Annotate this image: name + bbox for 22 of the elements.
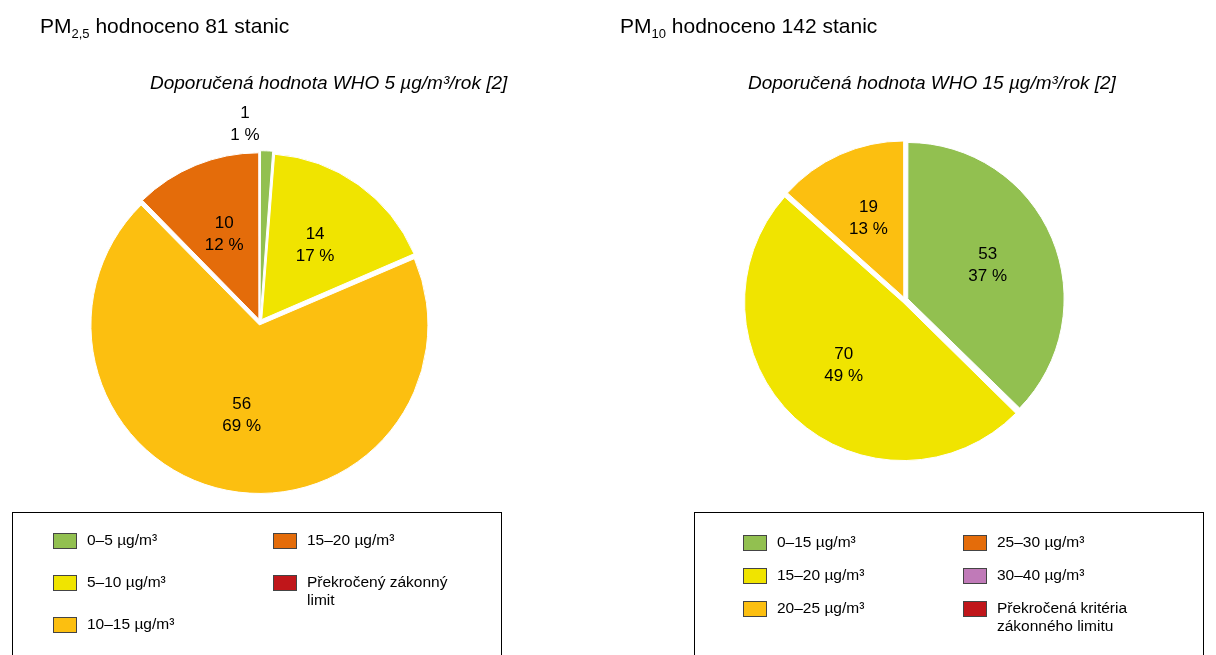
- legend-label: 25–30 µg/m³: [997, 533, 1085, 551]
- legend-label: Překročený zákonný limit: [307, 573, 449, 609]
- data-label: 1 1 %: [230, 103, 260, 145]
- legend-label: 10–15 µg/m³: [87, 615, 175, 633]
- legend-label: 15–20 µg/m³: [307, 531, 395, 549]
- legend-label: 5–10 µg/m³: [87, 573, 166, 591]
- legend-label: Překročená kritéria zákonného limitu: [997, 599, 1129, 635]
- data-label: 56 69 %: [222, 393, 262, 435]
- data-label: 10 12 %: [204, 212, 244, 254]
- chart-title: PM$_{2,5}$ hodnoceno 81 stanic: [40, 14, 290, 42]
- legend-label: 20–25 µg/m³: [777, 599, 865, 617]
- data-label: 19 13 %: [849, 196, 888, 238]
- legend-label: 30–40 µg/m³: [997, 566, 1085, 584]
- chart-subtitle: Doporučená hodnota WHO 5 µg/m³/rok [2]: [150, 72, 508, 94]
- legend-label: 15–20 µg/m³: [777, 566, 865, 584]
- legend-label: 0–15 µg/m³: [777, 533, 856, 551]
- legend-label: 0–5 µg/m³: [87, 531, 158, 549]
- data-label: 70 49 %: [824, 344, 864, 386]
- data-label: 53 37 %: [968, 243, 1008, 285]
- chart-subtitle: Doporučená hodnota WHO 15 µg/m³/rok [2]: [748, 72, 1116, 94]
- chart-title: PM$_{10}$ hodnoceno 142 stanic: [620, 14, 878, 42]
- data-label: 14 17 %: [295, 223, 335, 265]
